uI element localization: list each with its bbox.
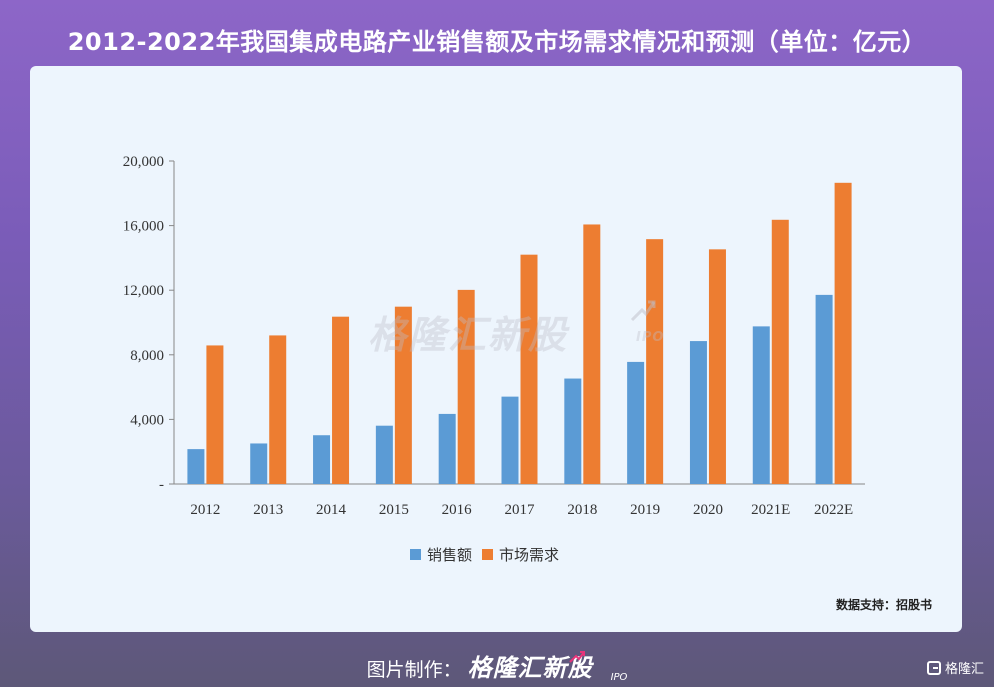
- bar-sales: [438, 413, 456, 484]
- legend-label-demand: 市场需求: [499, 546, 560, 564]
- watermark-ipo: IPO: [636, 330, 665, 345]
- x-tick-label: 2017: [505, 502, 536, 518]
- legend-swatch-demand: [482, 549, 494, 560]
- corner-logo-icon: [926, 660, 941, 675]
- corner-logo: 格隆汇: [926, 658, 984, 677]
- y-tick-label: -: [159, 477, 164, 493]
- bar-sales: [627, 361, 645, 484]
- bar-demand: [834, 182, 852, 484]
- bar-demand: [520, 254, 538, 484]
- bar-demand: [457, 289, 475, 484]
- legend-item-demand: 市场需求: [482, 544, 559, 565]
- source-note: 数据支持：招股书: [835, 598, 932, 612]
- watermark-arrow-icon: [630, 300, 656, 322]
- chart-legend: 销售额 市场需求: [410, 544, 559, 565]
- y-tick-label: 8,000: [130, 348, 164, 364]
- bar-demand: [332, 316, 350, 484]
- footer-brand: 格隆汇新股: [467, 654, 593, 682]
- bar-demand: [394, 306, 412, 484]
- bar-sales: [564, 378, 582, 484]
- bar-sales: [250, 443, 268, 484]
- legend-swatch-sales: [410, 549, 421, 560]
- bar-sales: [689, 341, 707, 484]
- x-tick-label: 2014: [316, 502, 347, 518]
- bar-demand: [583, 224, 601, 485]
- x-tick-label: 2013: [253, 502, 283, 518]
- y-tick-label: 4,000: [130, 412, 164, 428]
- footer-credit-label: 图片制作：: [366, 659, 462, 681]
- bar-demand: [771, 219, 789, 484]
- corner-logo-text: 格隆汇: [944, 662, 984, 677]
- legend-label-sales: 销售额: [427, 546, 473, 564]
- footer-ipo: IPO: [610, 672, 628, 683]
- bar-demand: [646, 239, 664, 484]
- watermark-text: 格隆汇新股: [368, 313, 569, 357]
- chart-plot: - 4,000 8,000 12,000 16,000 20,000 2012 2013 201…: [123, 154, 865, 518]
- x-tick-label: 2015: [379, 502, 409, 518]
- bar-sales: [815, 294, 833, 484]
- footer-arrow-icon: [568, 651, 585, 663]
- y-tick-label: 16,000: [123, 219, 164, 235]
- bar-sales: [752, 326, 770, 484]
- chart-card: - 4,000 8,000 12,000 16,000 20,000 2012 2013 201…: [30, 66, 962, 632]
- y-tick-label: 20,000: [123, 154, 164, 170]
- x-tick-label: 2021E: [751, 502, 790, 518]
- bar-sales: [501, 396, 519, 484]
- x-tick-label: 2016: [442, 502, 473, 518]
- chart-title: 2012-2022年我国集成电路产业销售额及市场需求情况和预测（单位：亿元）: [67, 28, 927, 56]
- x-tick-label: 2018: [567, 502, 597, 518]
- bar-demand: [708, 249, 726, 484]
- x-tick-label: 2020: [693, 502, 723, 518]
- bar-sales: [313, 435, 331, 484]
- bar-demand: [269, 335, 287, 484]
- footer-credit: 图片制作： 格隆汇新股 IPO: [0, 648, 994, 683]
- x-tick-label: 2022E: [814, 502, 853, 518]
- x-tick-label: 2012: [190, 502, 220, 518]
- legend-item-sales: 销售额: [410, 544, 472, 565]
- bar-demand: [206, 345, 224, 484]
- x-tick-label: 2019: [630, 502, 660, 518]
- watermark: 格隆汇新股 IPO: [368, 300, 663, 359]
- bar-sales: [187, 449, 205, 484]
- bar-sales: [375, 425, 393, 484]
- y-tick-label: 12,000: [123, 283, 164, 299]
